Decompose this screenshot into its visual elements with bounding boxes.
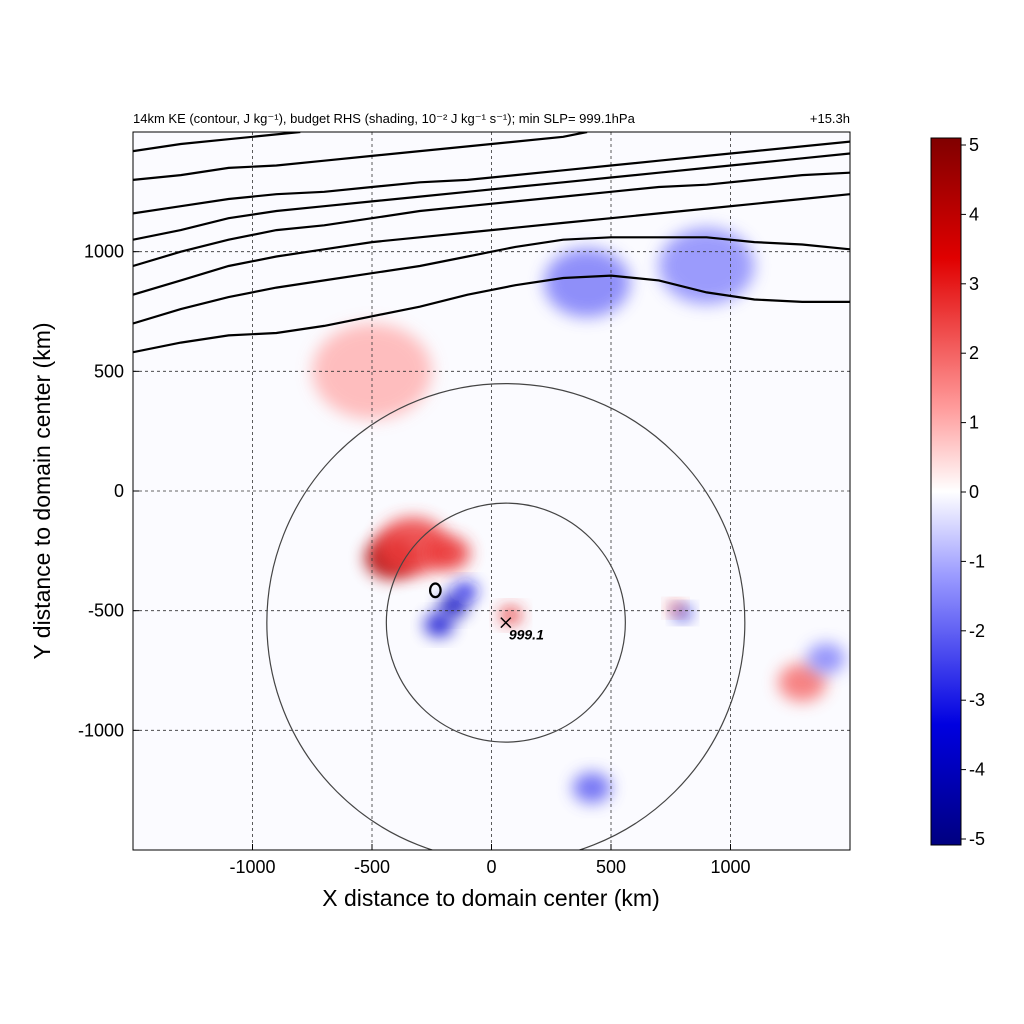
shading-blob xyxy=(544,248,631,318)
colorbar-tick-label: 0 xyxy=(969,482,979,502)
range-circle xyxy=(385,502,626,743)
ke-contour-line xyxy=(133,171,850,268)
colorbar-tick-label: -2 xyxy=(969,621,985,641)
colorbar-gradient xyxy=(930,137,962,846)
plot-area: 999.1 xyxy=(133,132,850,850)
shading-blob xyxy=(778,663,827,702)
ke-contour-loop xyxy=(428,582,442,599)
ke-contours xyxy=(133,132,850,599)
x-tick-label: -1000 xyxy=(229,857,275,877)
shading-blob xyxy=(424,613,454,637)
x-axis-title: X distance to domain center (km) xyxy=(322,885,659,911)
x-axis: -1000 -500 0 500 1000 xyxy=(229,844,751,877)
shading-blob xyxy=(668,602,683,615)
colorbar-tick-label: -3 xyxy=(969,690,985,710)
y-tick-label: 1000 xyxy=(84,242,124,262)
colorbar-tick-label: 4 xyxy=(969,204,979,224)
y-tick-label: 0 xyxy=(114,481,124,501)
forecast-time: +15.3h xyxy=(810,111,850,126)
y-axis: -1000 -500 0 500 1000 xyxy=(78,242,139,740)
x-tick-label: -500 xyxy=(354,857,390,877)
range-circle xyxy=(266,383,746,850)
shading-layer xyxy=(312,227,846,804)
y-tick-label: 500 xyxy=(94,361,124,381)
colorbar-ticks: 5 4 3 2 1 0 -1 -2 -3 -4 -5 xyxy=(961,135,985,849)
x-tick-label: 1000 xyxy=(710,857,750,877)
ke-contour-line xyxy=(133,132,301,153)
shading-blob xyxy=(312,323,432,420)
shading-blob xyxy=(453,581,478,602)
ke-contour-line xyxy=(133,152,850,241)
colorbar-tick-label: -5 xyxy=(969,829,985,849)
ke-contour-line xyxy=(133,132,588,181)
colorbar-tick-label: -4 xyxy=(969,760,985,780)
colorbar-tick-label: 5 xyxy=(969,135,979,155)
ke-contour-line xyxy=(133,140,850,215)
ke-contour-line xyxy=(133,236,850,325)
y-tick-label: -1000 xyxy=(78,720,124,740)
ke-contour-line xyxy=(133,274,850,354)
colorbar-tick-label: -1 xyxy=(969,551,985,571)
x-tick-label: 500 xyxy=(596,857,626,877)
colorbar-tick-label: 1 xyxy=(969,413,979,433)
storm-center-label: 999.1 xyxy=(509,627,544,643)
colorbar-tick-label: 3 xyxy=(969,274,979,294)
storm-center: 999.1 xyxy=(500,617,544,643)
y-tick-label: -500 xyxy=(88,601,124,621)
shading-blob xyxy=(426,536,470,571)
colorbar: 5 4 3 2 1 0 -1 -2 -3 -4 -5 xyxy=(930,135,985,849)
shading-blob xyxy=(499,606,522,625)
shading-blob xyxy=(806,643,846,674)
chart-title: 14km KE (contour, J kg⁻¹), budget RHS (s… xyxy=(133,111,636,126)
plot-background xyxy=(133,132,850,850)
ke-contour-line xyxy=(133,193,850,296)
shading-blob xyxy=(572,772,611,804)
colorbar-tick-label: 2 xyxy=(969,343,979,363)
x-tick-label: 0 xyxy=(486,857,496,877)
storm-center-marker xyxy=(500,617,512,629)
y-axis-title: Y distance to domain center (km) xyxy=(29,322,55,659)
range-circles xyxy=(266,383,746,850)
